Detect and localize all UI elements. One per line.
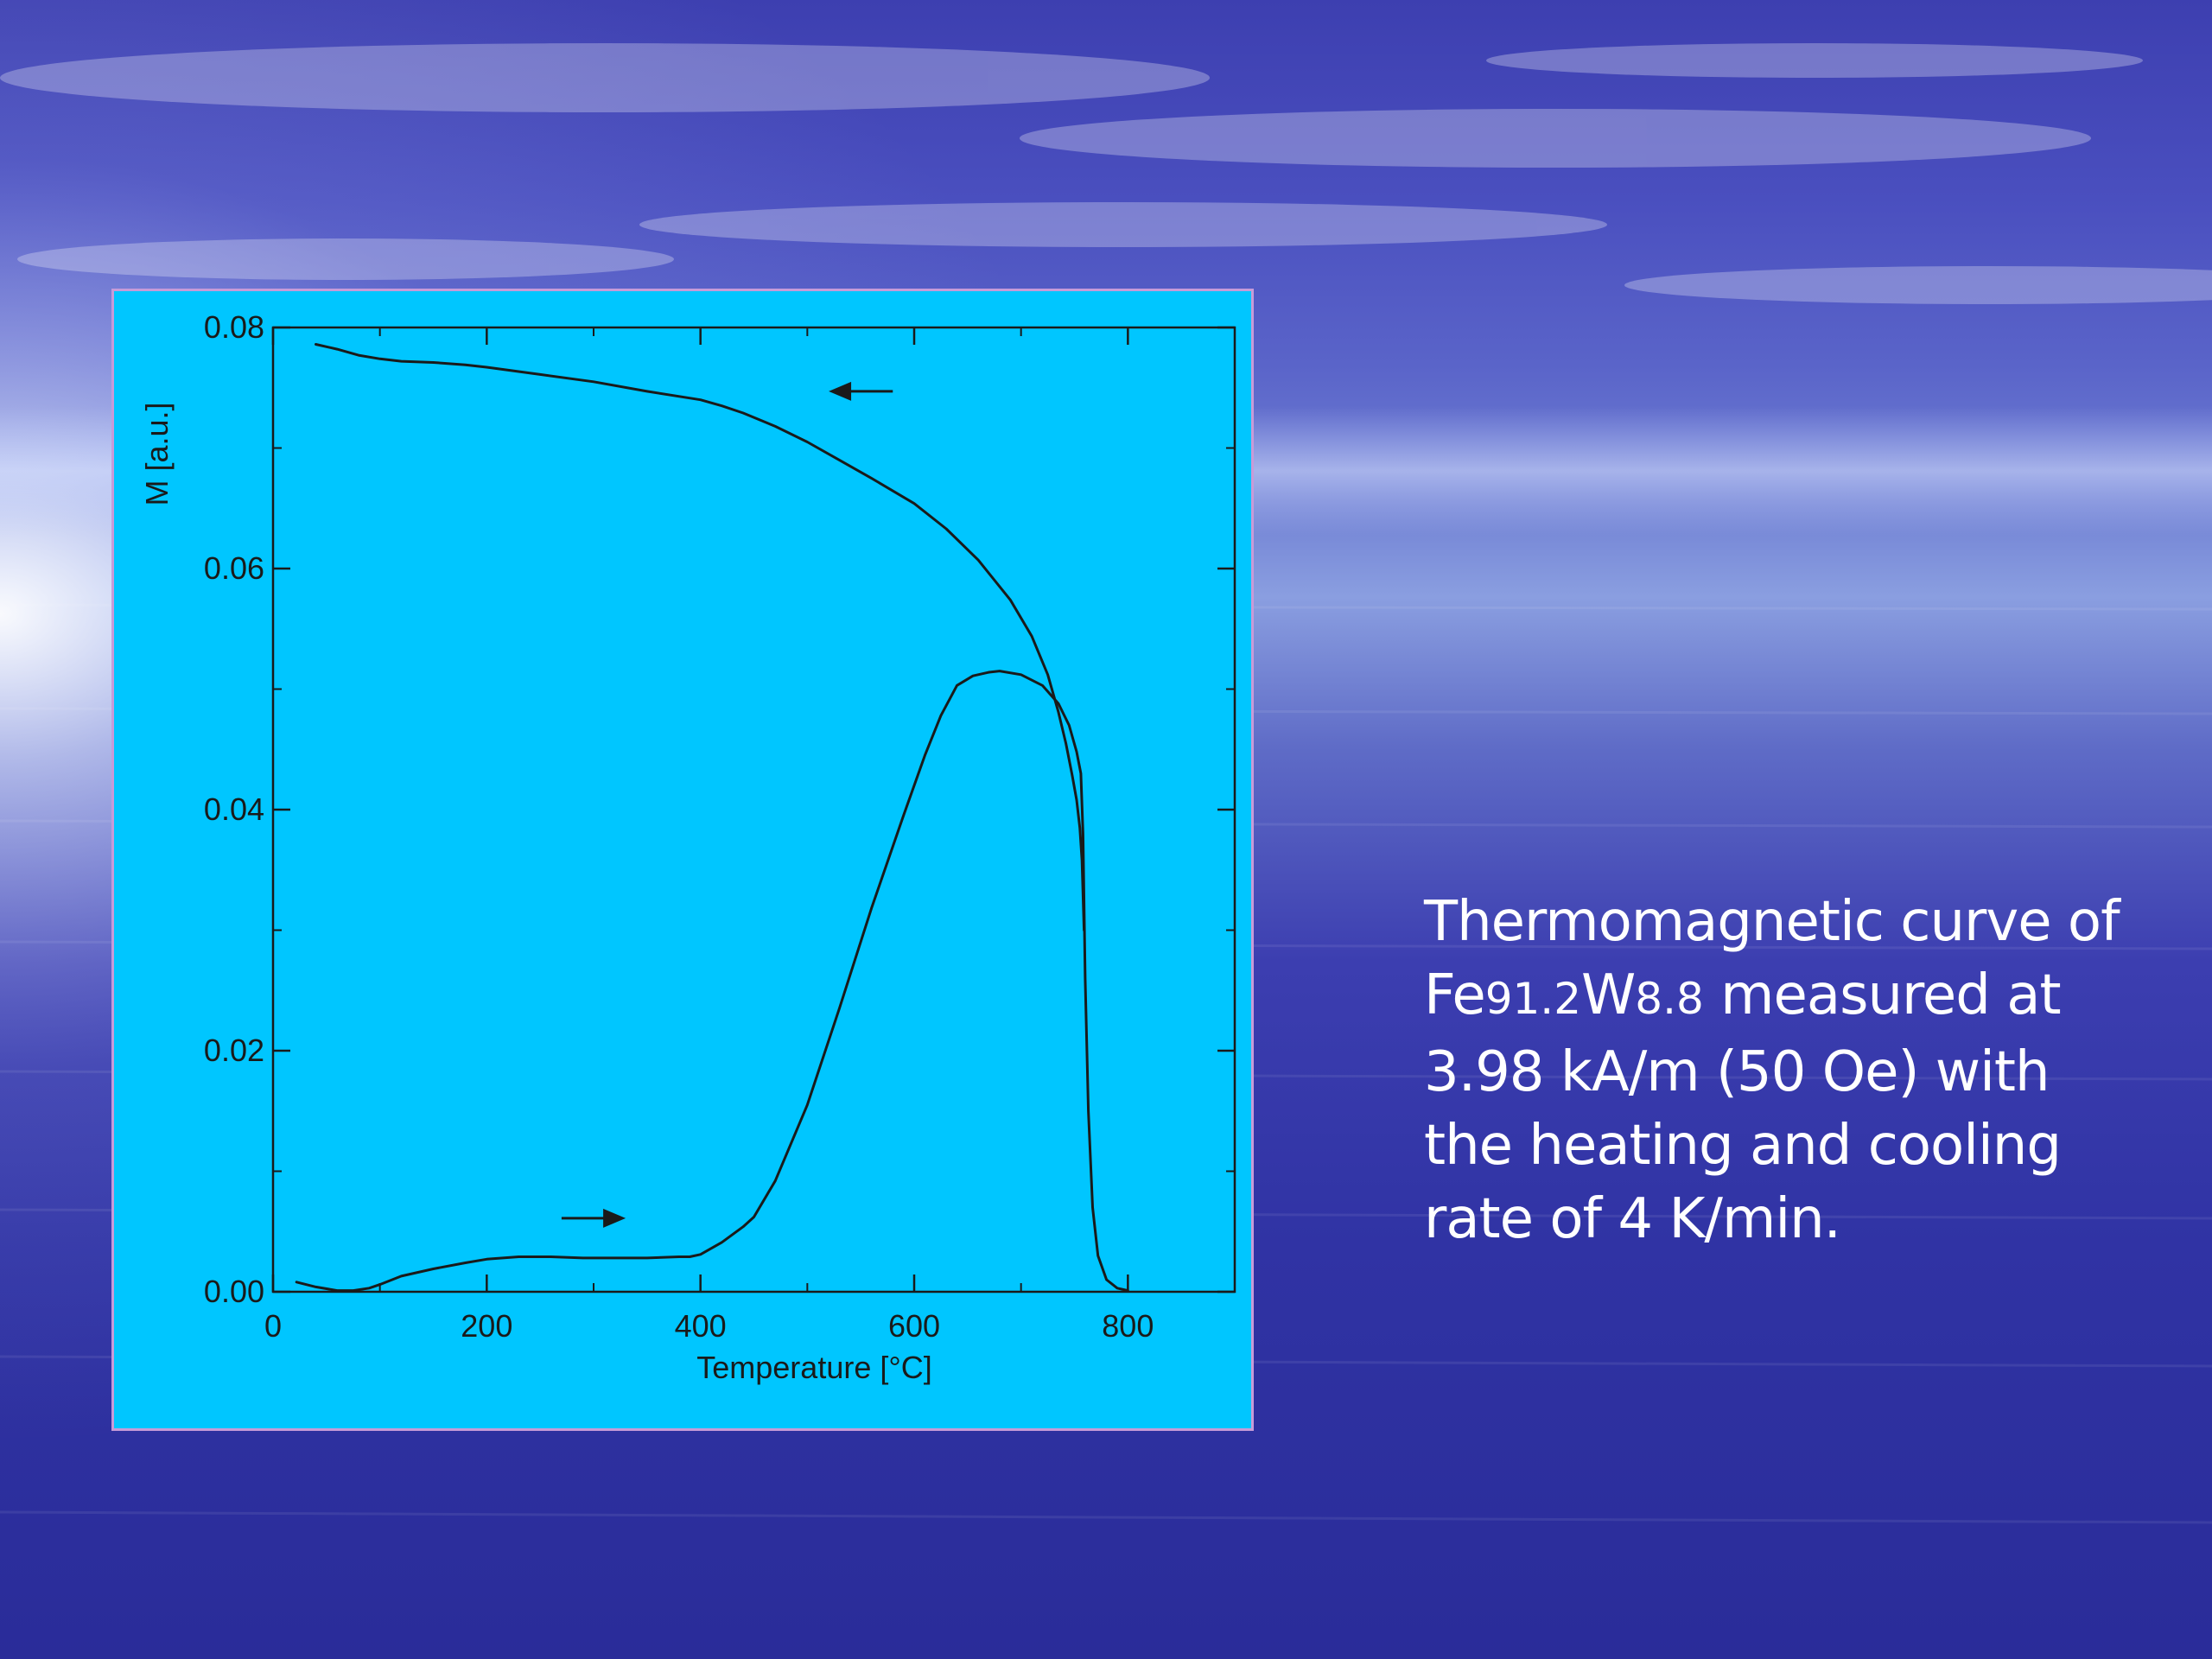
cooling-direction-arrow-icon [829,381,852,401]
chart-panel: 0 200 400 600 800 0.00 0.02 0.04 0.06 0.08 Tempera… [111,289,1254,1431]
caption-measured-at: measured at [1703,963,2061,1027]
x-tick-label: 0 [264,1308,282,1344]
x-axis-label: Temperature [°C] [696,1350,932,1385]
caption-text: Thermomagnetic curve of Fe91.2W8.8 measu… [1424,886,2184,1256]
caption-line-2: Fe91.2W8.8 measured at [1424,959,2184,1036]
caption-line-4: the heating and cooling [1424,1114,2062,1178]
caption-line-1: Thermomagnetic curve of [1424,890,2120,954]
caption-line-3: 3.98 kA/m (50 Oe) with [1424,1040,2050,1104]
cooling-curve [315,343,1086,931]
x-tick-label: 800 [1102,1308,1154,1344]
x-tick-label: 400 [675,1308,727,1344]
y-tick-label: 0.06 [204,550,264,586]
y-tick-label: 0.02 [204,1033,264,1068]
caption-fe: Fe [1424,963,1486,1027]
y-tick-label: 0.08 [204,309,264,345]
x-tick-label: 200 [461,1308,512,1344]
y-tick-label: 0.00 [204,1274,264,1309]
y-tick-label: 0.04 [204,791,264,827]
caption-w: W [1581,963,1636,1027]
caption-fe-subscript: 91.2 [1484,974,1582,1024]
x-tick-label: 600 [888,1308,940,1344]
caption-w-subscript: 8.8 [1635,974,1704,1024]
caption-line-5: rate of 4 K/min. [1424,1187,1841,1251]
heating-curve [295,670,1129,1293]
heating-direction-arrow-icon [603,1208,626,1228]
thermomagnetic-chart: 0 200 400 600 800 0.00 0.02 0.04 0.06 0.08 Tempera… [139,309,1236,1385]
y-axis-label: M [a.u.] [139,402,175,505]
